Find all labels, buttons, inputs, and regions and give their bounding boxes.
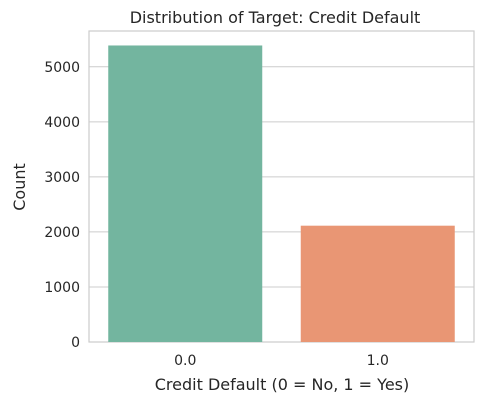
y-axis-label: Count bbox=[10, 163, 29, 211]
y-tick-label: 1000 bbox=[44, 280, 80, 296]
y-tick-label: 4000 bbox=[44, 115, 80, 131]
y-tick-label: 0 bbox=[71, 335, 80, 351]
y-tick-labels: 0 1000 2000 3000 4000 5000 bbox=[44, 60, 80, 351]
y-tick-label: 3000 bbox=[44, 170, 80, 186]
x-tick-label: 0.0 bbox=[174, 353, 196, 369]
bar-1.0 bbox=[300, 225, 455, 342]
x-tick-label: 1.0 bbox=[367, 353, 389, 369]
y-tick-label: 5000 bbox=[44, 60, 80, 76]
x-axis-label: Credit Default (0 = No, 1 = Yes) bbox=[155, 375, 410, 394]
chart-title: Distribution of Target: Credit Default bbox=[130, 8, 421, 27]
bar-0.0 bbox=[108, 45, 263, 343]
y-tick-label: 2000 bbox=[44, 225, 80, 241]
x-tick-labels: 0.0 1.0 bbox=[174, 353, 389, 369]
bars bbox=[108, 45, 455, 343]
